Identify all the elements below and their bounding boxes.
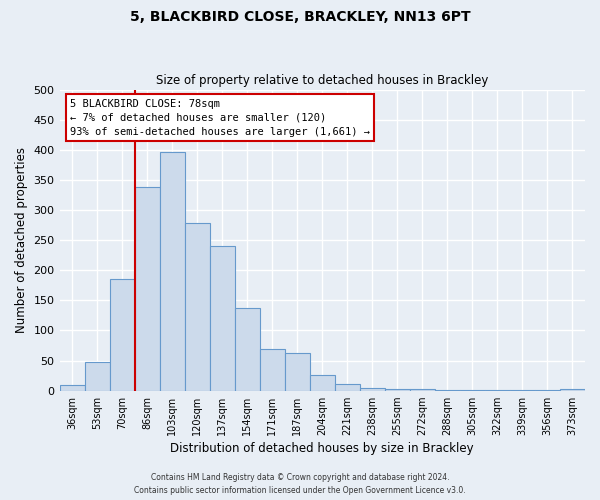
- Bar: [59, 384, 85, 390]
- Y-axis label: Number of detached properties: Number of detached properties: [15, 147, 28, 333]
- Bar: [134, 187, 160, 390]
- Bar: [110, 280, 134, 390]
- Title: Size of property relative to detached houses in Brackley: Size of property relative to detached ho…: [156, 74, 488, 87]
- Bar: [209, 246, 235, 390]
- Text: 5 BLACKBIRD CLOSE: 78sqm
← 7% of detached houses are smaller (120)
93% of semi-d: 5 BLACKBIRD CLOSE: 78sqm ← 7% of detache…: [70, 98, 370, 136]
- Bar: [185, 224, 209, 390]
- X-axis label: Distribution of detached houses by size in Brackley: Distribution of detached houses by size …: [170, 442, 474, 455]
- Bar: [285, 354, 310, 391]
- Bar: [85, 362, 110, 390]
- Bar: [360, 388, 385, 390]
- Text: 5, BLACKBIRD CLOSE, BRACKLEY, NN13 6PT: 5, BLACKBIRD CLOSE, BRACKLEY, NN13 6PT: [130, 10, 470, 24]
- Bar: [385, 389, 410, 390]
- Text: Contains HM Land Registry data © Crown copyright and database right 2024.
Contai: Contains HM Land Registry data © Crown c…: [134, 474, 466, 495]
- Bar: [160, 152, 185, 390]
- Bar: [260, 348, 285, 391]
- Bar: [335, 384, 360, 390]
- Bar: [235, 308, 260, 390]
- Bar: [310, 375, 335, 390]
